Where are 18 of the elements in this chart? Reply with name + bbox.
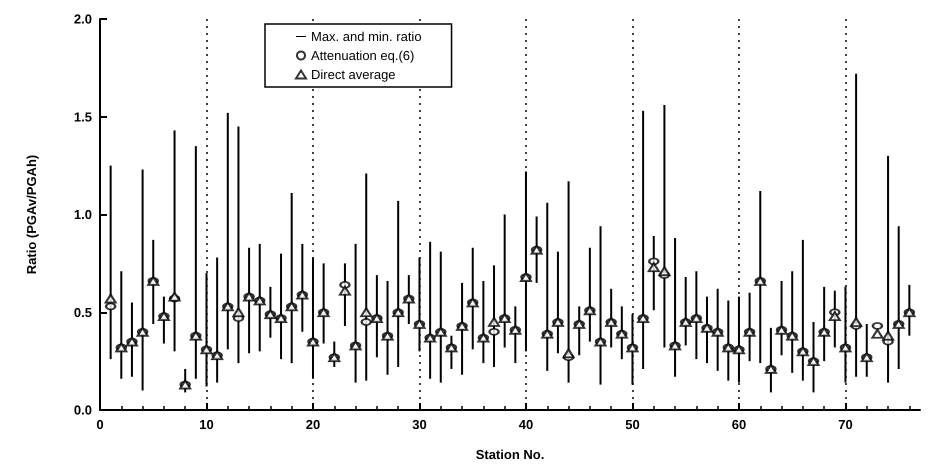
x-tick-label: 10: [199, 417, 214, 432]
x-tick-label: 60: [732, 417, 746, 432]
y-axis-title: Ratio (PGAv/PGAh): [24, 154, 39, 274]
legend-label: Attenuation eq.(6): [311, 48, 414, 63]
x-axis-title: Station No.: [476, 447, 544, 462]
y-tick-label: 1.0: [74, 207, 92, 222]
x-tick-label: 30: [412, 417, 427, 432]
x-tick-label: 50: [625, 417, 640, 432]
legend-label: Direct average: [311, 67, 396, 82]
x-tick-label: 20: [306, 417, 320, 432]
y-tick-label: 0.5: [74, 304, 92, 320]
x-tick-label: 70: [838, 417, 853, 432]
y-tick-label: 0.0: [74, 402, 92, 418]
x-tick-label: 0: [96, 417, 104, 432]
y-tick-label: 2.0: [74, 12, 92, 26]
legend-label: Max. and min. ratio: [311, 29, 422, 44]
x-tick-label: 40: [518, 417, 534, 432]
y-tick-label: 1.5: [74, 109, 92, 124]
